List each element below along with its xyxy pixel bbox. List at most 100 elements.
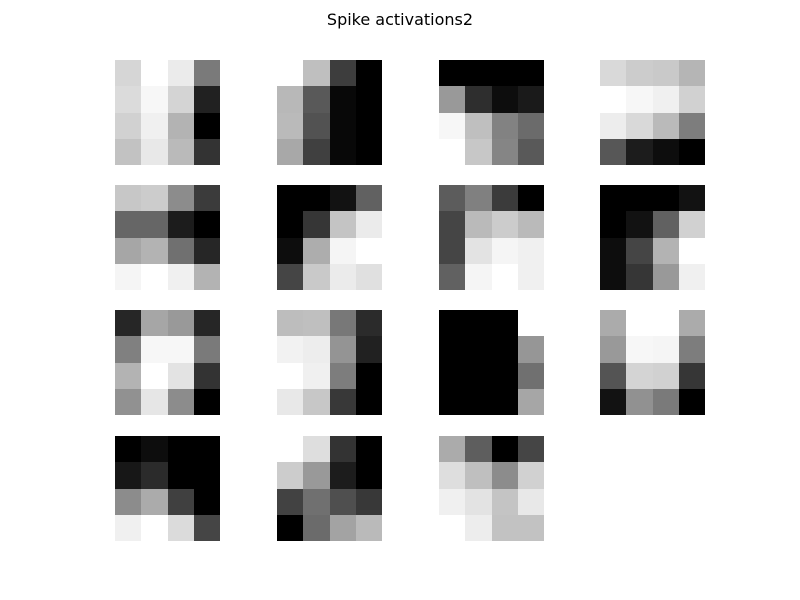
heatmap-cell [194,310,220,336]
heatmap-cell [330,185,356,211]
heatmap-cell [194,436,220,462]
heatmap-cell [439,211,465,238]
heatmap-cell [679,310,705,336]
heatmap-cell [168,310,194,336]
heatmap-cell [330,336,356,363]
heatmap-cell [303,211,330,238]
heatmap-cell [492,462,518,489]
heatmap-cell [518,113,544,139]
heatmap-cell [141,389,168,415]
heatmap-cell [277,515,303,541]
heatmap-cell [492,139,518,165]
heatmap-cell [653,310,679,336]
heatmap-cell [600,336,626,363]
heatmap-cell [465,389,492,415]
heatmap-cell [439,139,465,165]
heatmap-cell [330,462,356,489]
heatmap-cell [626,60,653,86]
heatmap-cell [518,238,544,264]
heatmap-cell [492,389,518,415]
heatmap-cell [141,363,168,389]
heatmap-cell [303,515,330,541]
heatmap-cell [168,436,194,462]
heatmap-cell [141,139,168,165]
heatmap-cell [465,310,492,336]
heatmap-cell [303,310,330,336]
heatmap-cell [600,139,626,165]
heatmap-cell [168,389,194,415]
heatmap-cell [194,489,220,515]
heatmap-cell [115,185,141,211]
heatmap-cell [626,238,653,264]
heatmap-cell [518,139,544,165]
heatmap-cell [330,389,356,415]
heatmap-cell [600,264,626,290]
heatmap-cell [439,389,465,415]
heatmap-cell [439,310,465,336]
heatmap-cell [439,60,465,86]
heatmap-cell [439,113,465,139]
heatmap-cell [679,211,705,238]
heatmap-cell [679,185,705,211]
heatmap-cell [277,86,303,113]
heatmap-cell [330,60,356,86]
heatmap-cell [492,238,518,264]
heatmap-cell [518,489,544,515]
heatmap-cell [194,185,220,211]
heatmap-cell [439,489,465,515]
heatmap-cell [518,436,544,462]
heatmap-cell [600,86,626,113]
heatmap-cell [303,489,330,515]
heatmap-cell [439,185,465,211]
heatmap-cell [194,60,220,86]
heatmap-cell [679,238,705,264]
heatmap-cell [518,336,544,363]
heatmap-cell [600,363,626,389]
heatmap-panel-7 [439,185,544,290]
heatmap-cell [465,86,492,113]
heatmap-cell [492,86,518,113]
heatmap-cell [600,211,626,238]
heatmap-cell [653,211,679,238]
heatmap-cell [653,60,679,86]
heatmap-cell [277,489,303,515]
heatmap-cell [141,211,168,238]
heatmap-cell [653,363,679,389]
heatmap-cell [303,86,330,113]
heatmap-cell [141,489,168,515]
heatmap-cell [194,389,220,415]
heatmap-cell [653,264,679,290]
heatmap-cell [439,363,465,389]
heatmap-cell [194,462,220,489]
heatmap-cell [303,436,330,462]
heatmap-cell [141,336,168,363]
heatmap-panel-4 [600,60,705,165]
heatmap-cell [303,264,330,290]
heatmap-cell [330,211,356,238]
heatmap-cell [600,389,626,415]
heatmap-cell [626,389,653,415]
heatmap-cell [141,113,168,139]
heatmap-cell [518,211,544,238]
heatmap-cell [115,211,141,238]
heatmap-cell [600,113,626,139]
heatmap-cell [115,60,141,86]
heatmap-cell [115,264,141,290]
heatmap-cell [115,139,141,165]
heatmap-cell [168,139,194,165]
heatmap-cell [679,363,705,389]
heatmap-cell [492,336,518,363]
heatmap-cell [356,238,382,264]
heatmap-cell [356,60,382,86]
heatmap-panel-6 [277,185,382,290]
chart-title: Spike activations2 [326,10,474,29]
heatmap-cell [168,515,194,541]
heatmap-cell [168,211,194,238]
heatmap-cell [277,238,303,264]
heatmap-cell [600,185,626,211]
heatmap-cell [465,462,492,489]
heatmap-cell [465,139,492,165]
heatmap-cell [518,60,544,86]
heatmap-cell [492,211,518,238]
heatmap-cell [518,462,544,489]
